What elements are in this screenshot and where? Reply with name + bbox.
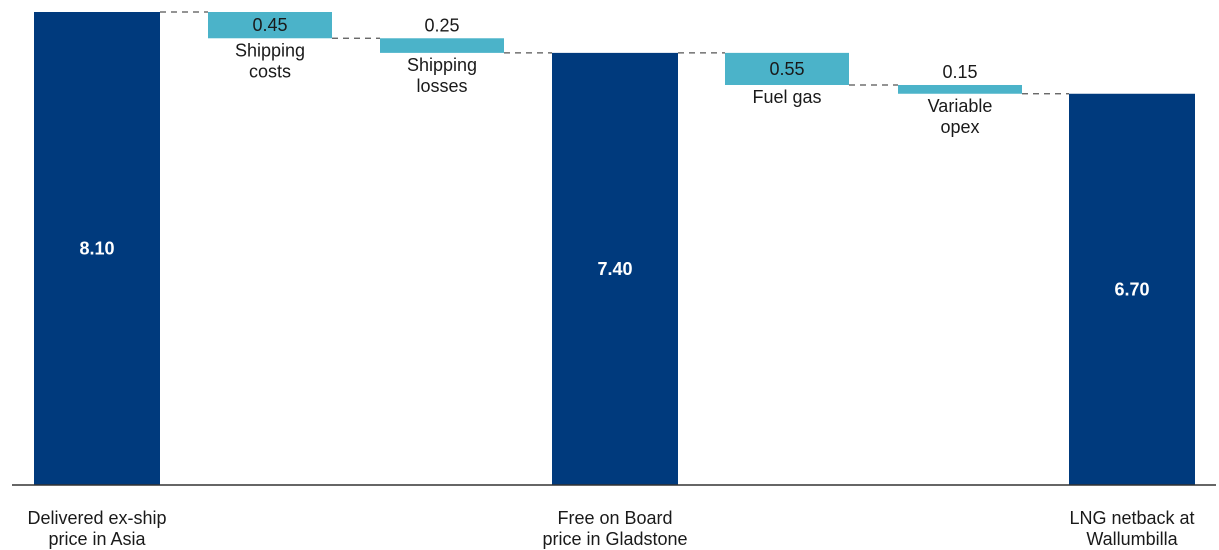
step-bar-2 <box>380 38 504 53</box>
category-label-6-1: Wallumbilla <box>1086 529 1178 549</box>
category-label-0-1: price in Asia <box>48 529 146 549</box>
total-bar-6 <box>1069 93 1195 486</box>
total-value-label-3: 7.40 <box>597 259 632 279</box>
total-bar-3 <box>552 52 678 485</box>
category-label-6-0: LNG netback at <box>1069 508 1194 528</box>
bar-group <box>34 12 1195 486</box>
step-bar-4 <box>725 52 849 85</box>
step-label-5-1: opex <box>940 117 979 137</box>
step-label-4-0: Fuel gas <box>752 87 821 107</box>
step-label-2-1: losses <box>416 76 467 96</box>
total-bar-0 <box>34 12 160 485</box>
category-label-3-1: price in Gladstone <box>542 529 687 549</box>
step-value-label-4: 0.55 <box>769 59 804 79</box>
connector-lines <box>160 11 1069 95</box>
step-bar-5 <box>898 84 1022 94</box>
step-value-label-2: 0.25 <box>424 15 459 35</box>
total-value-label-6: 6.70 <box>1114 279 1149 299</box>
step-value-label-1: 0.45 <box>252 15 287 35</box>
category-label-0-0: Delivered ex-ship <box>27 508 166 528</box>
step-label-5-0: Variable <box>928 96 993 116</box>
step-label-1-1: costs <box>249 61 291 81</box>
step-label-2-0: Shipping <box>407 55 477 75</box>
total-value-label-0: 8.10 <box>79 239 114 259</box>
step-bar-1 <box>208 12 332 39</box>
category-label-3-0: Free on Board <box>557 508 672 528</box>
step-label-1-0: Shipping <box>235 40 305 60</box>
step-value-label-5: 0.15 <box>942 62 977 82</box>
